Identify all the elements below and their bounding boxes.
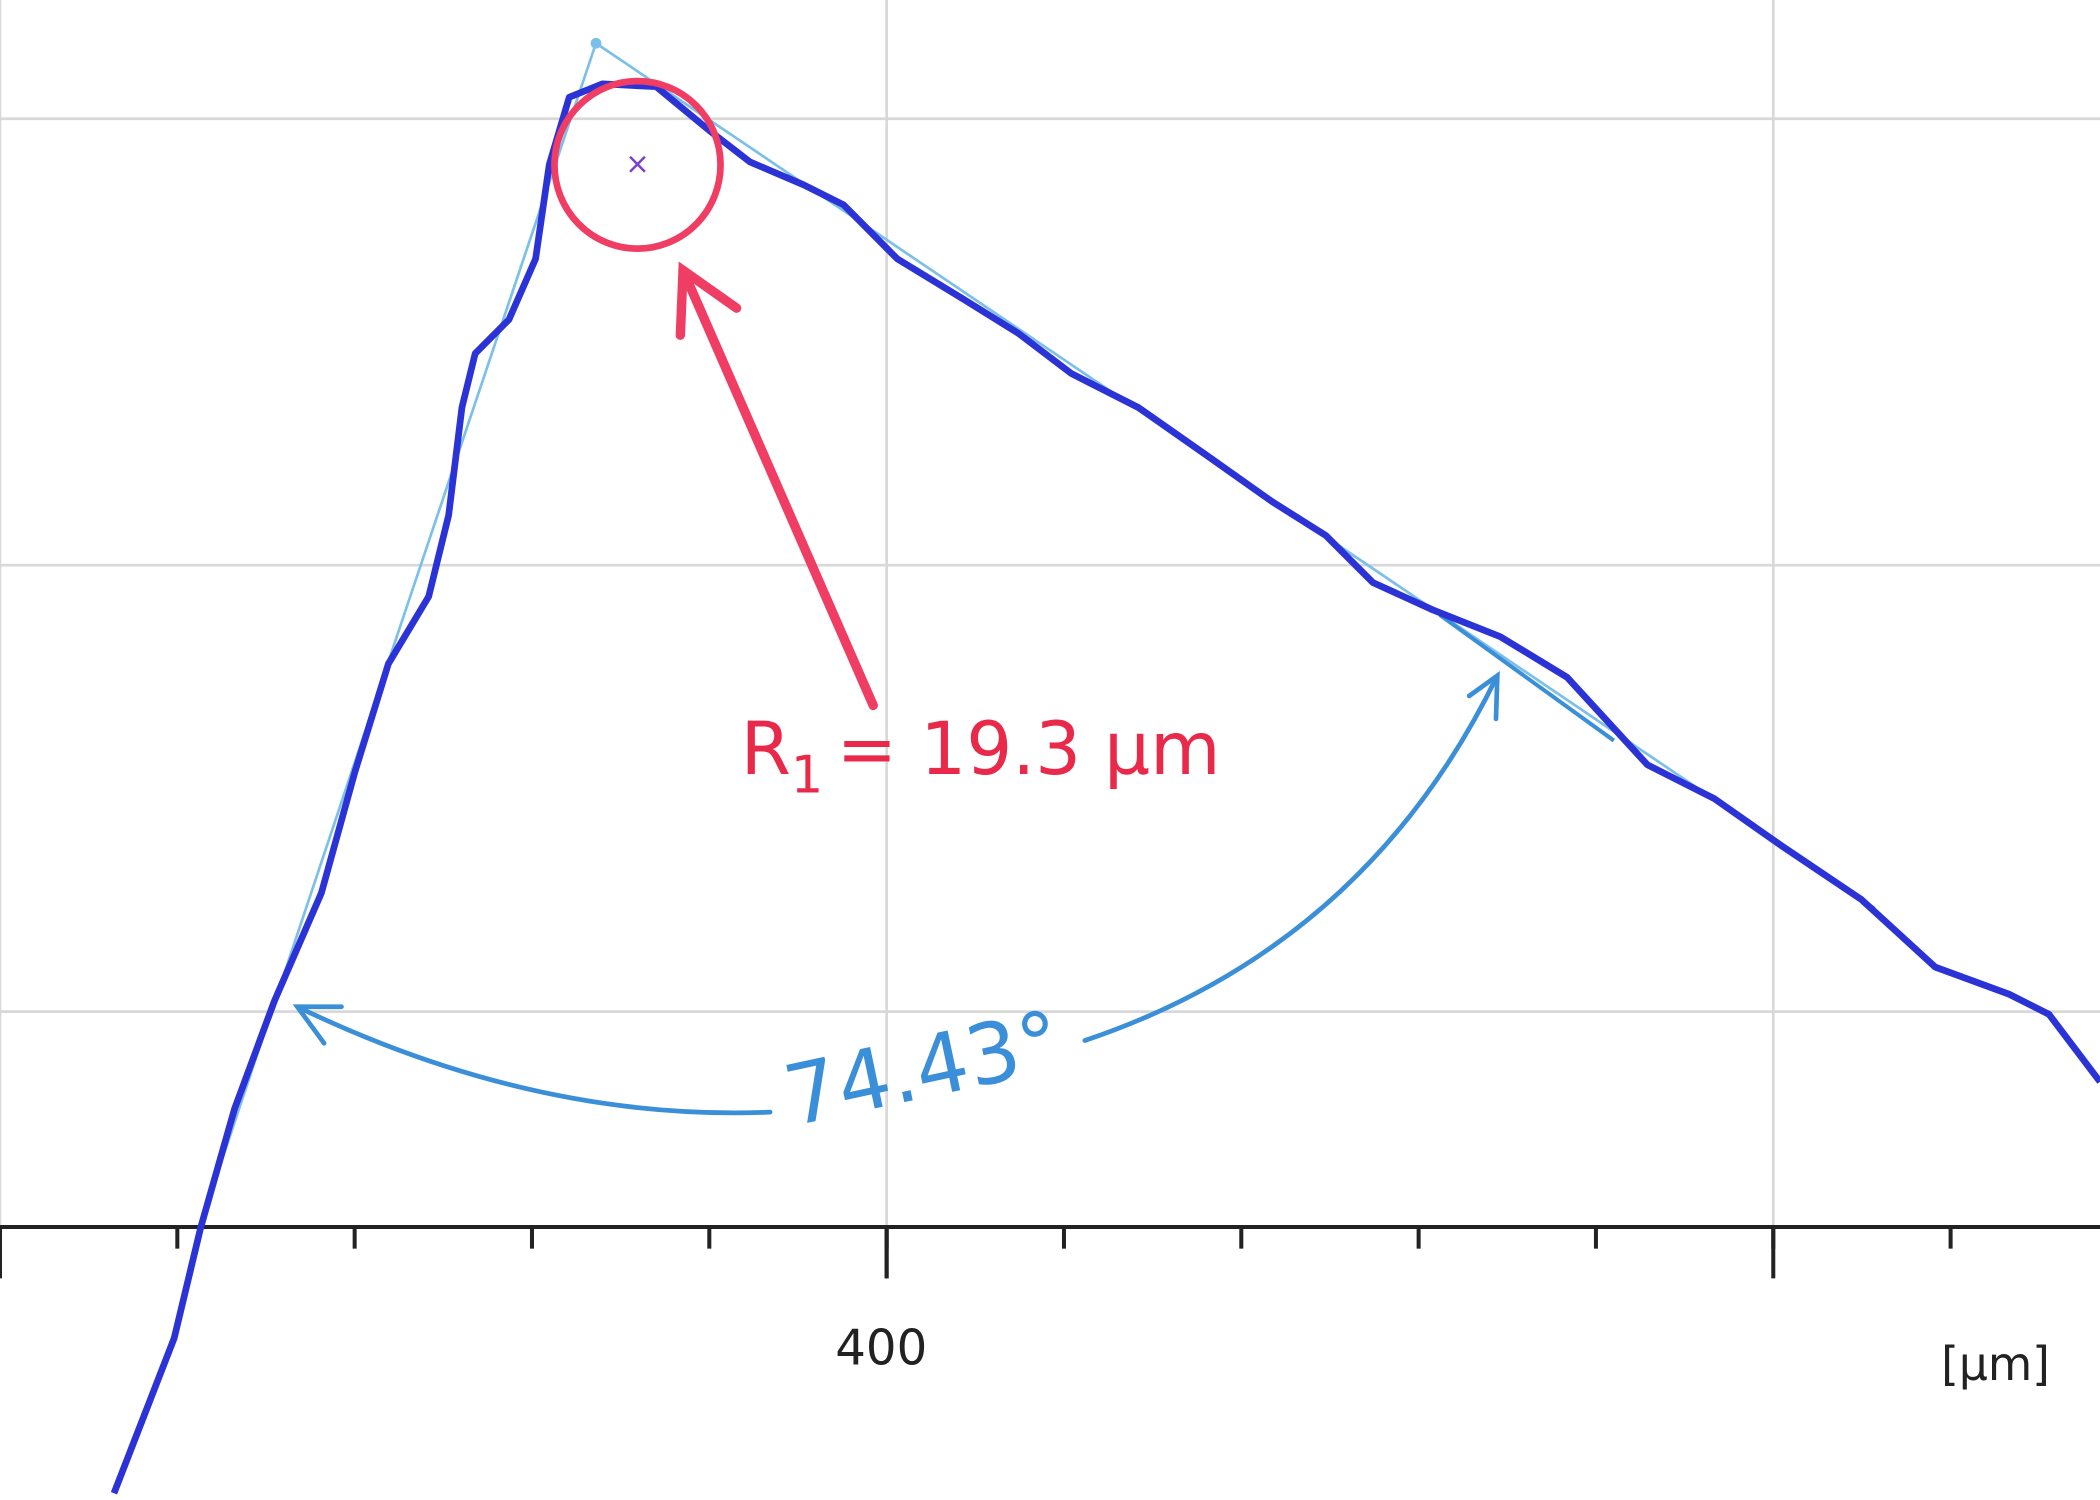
radius-subscript: 1	[791, 746, 823, 805]
fit-apex	[590, 37, 602, 49]
x-tick-label: 400	[835, 1320, 927, 1376]
angle-label: 74.43°	[776, 992, 1069, 1146]
x-axis-label: [µm]	[1941, 1338, 2050, 1391]
center-mark: ×	[625, 146, 650, 180]
plot	[110, 80, 2100, 1495]
radius-symbol: R	[741, 708, 791, 792]
tangent-line	[1438, 613, 1616, 743]
radius-arrow	[675, 261, 878, 711]
radius-circle	[551, 77, 724, 253]
radius-value: = 19.3 µm	[837, 708, 1221, 792]
grid	[0, 0, 2100, 1228]
x-axis: 400	[0, 1225, 2100, 1376]
profile-line	[110, 80, 2100, 1495]
angle-arrows	[292, 670, 1500, 1116]
radius-label: R1 = 19.3 µm	[741, 708, 1221, 806]
